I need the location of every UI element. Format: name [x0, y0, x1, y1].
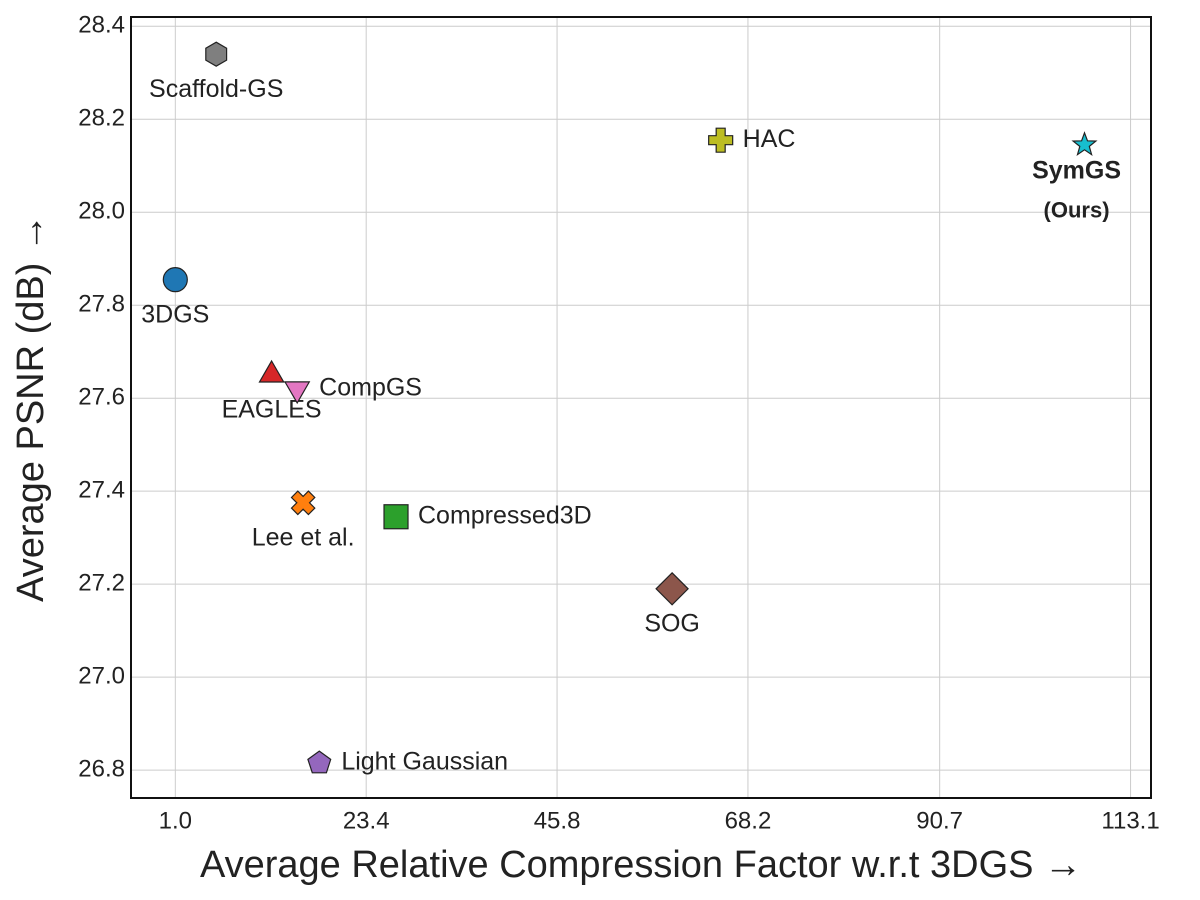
- y-tick-label: 27.8: [78, 291, 125, 318]
- point-sog: SOG: [644, 571, 700, 637]
- point-compressed3d: Compressed3D: [383, 501, 592, 530]
- x-tick-label: 90.7: [916, 807, 963, 834]
- y-axis-label: Average PSNR (dB) →: [10, 214, 52, 602]
- point-label: SOG: [644, 609, 700, 637]
- x-axis-label: Average Relative Compression Factor w.r.…: [200, 844, 1082, 886]
- point-label: Compressed3D: [418, 501, 592, 529]
- x-tick-label: 23.4: [343, 807, 390, 834]
- point-label: Light Gaussian: [341, 748, 508, 776]
- x-marker: [290, 490, 316, 516]
- star-marker: [1071, 131, 1098, 157]
- y-tick-label: 28.2: [78, 105, 125, 132]
- point-label: CompGS: [319, 374, 422, 402]
- y-tick-label: 27.4: [78, 477, 125, 504]
- triangle-down-marker: [283, 381, 311, 405]
- square-marker: [383, 504, 409, 530]
- pentagon-marker: [307, 750, 332, 774]
- triangle-up-marker: [258, 359, 285, 383]
- y-tick-label: 27.2: [78, 569, 125, 596]
- grid: [131, 17, 1151, 798]
- point-light-gaussian: Light Gaussian: [307, 748, 508, 776]
- circle-marker: [162, 267, 188, 293]
- y-tick-label: 28.4: [78, 12, 125, 39]
- point-lee-et-al: Lee et al.: [252, 490, 355, 551]
- hexagon-marker: [205, 41, 228, 67]
- y-tick-label: 27.6: [78, 384, 125, 411]
- y-tick-label: 26.8: [78, 755, 125, 782]
- tick-labels: 1.0 23.4 45.8 68.2 90.7 113.1 26.8 27.0 27.2 27.4…: [78, 12, 1159, 835]
- plus-marker: [708, 127, 734, 153]
- point-hac: HAC: [708, 125, 796, 153]
- x-tick-label: 45.8: [534, 807, 581, 834]
- point-scaffold-gs: Scaffold-GS: [149, 41, 283, 103]
- x-tick-label: 68.2: [725, 807, 772, 834]
- data-points: Scaffold-GS HAC SymGS (Ours) 3DGS EAGLESCompG…: [141, 41, 1121, 776]
- y-tick-label: 27.0: [78, 662, 125, 689]
- point-symgs: SymGS (Ours): [1032, 131, 1121, 223]
- point-label: Scaffold-GS: [149, 75, 283, 103]
- diamond-marker: [655, 571, 689, 606]
- point-compgs: CompGS: [283, 374, 422, 405]
- x-tick-label: 1.0: [159, 807, 192, 834]
- point-label: SymGS: [1032, 156, 1121, 184]
- point-3dgs: 3DGS: [141, 267, 209, 328]
- x-tick-label: 113.1: [1101, 807, 1159, 834]
- point-label-secondary: (Ours): [1044, 198, 1110, 223]
- point-label: Lee et al.: [252, 523, 355, 551]
- point-label: EAGLES: [222, 396, 322, 424]
- y-tick-label: 28.0: [78, 198, 125, 225]
- point-label: 3DGS: [141, 300, 209, 328]
- point-eagles: EAGLES: [222, 359, 322, 424]
- point-label: HAC: [743, 125, 796, 153]
- plot-frame: [130, 16, 1152, 799]
